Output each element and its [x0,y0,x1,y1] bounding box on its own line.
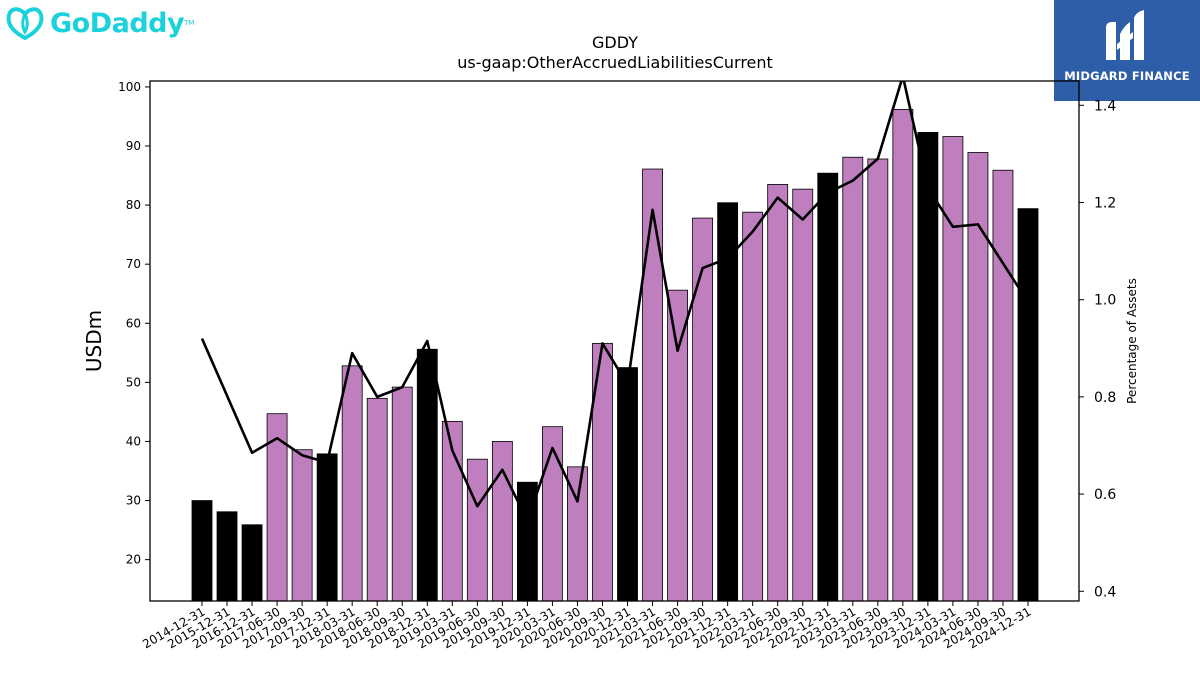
x-axis: 2014-12-312015-12-312016-12-312017-06-30… [140,601,1034,651]
y-tick-label: 50 [126,375,141,389]
line-layer [200,81,1030,523]
bar-2023-06-30 [867,158,889,602]
bar-2021-03-31 [642,168,663,602]
percentage-of-assets-line [200,81,1030,523]
y-tick-label: 80 [126,198,141,212]
y-tick-label: 60 [126,316,141,330]
bar-2022-03-31 [742,211,764,602]
bar-2017-12-31 [316,453,338,602]
bar-2020-03-31 [542,426,563,602]
bar-2019-06-30 [466,458,488,602]
godaddy-logo: GoDaddy TM [4,4,194,42]
bar-2022-09-30 [792,188,814,602]
bar-2024-06-30 [967,152,989,602]
godaddy-heart-icon [6,7,44,40]
bar-2017-09-30 [291,449,313,602]
chart-subtitle: us-gaap:OtherAccruedLiabilitiesCurrent [457,53,773,72]
midgard-finance-wordmark: MIDGARD FINANCE [1064,69,1190,83]
bar-2023-09-30 [892,108,914,602]
y-tick-label: 30 [126,494,141,508]
bar-2018-03-31 [341,365,363,602]
y-tick-label: 20 [126,553,141,567]
bar-2018-12-31 [416,348,438,602]
y-tick-label: 90 [126,139,141,153]
y2-axis-label: Percentage of Assets [1125,278,1139,404]
chart-title: GDDY [592,33,638,52]
y2-tick-label: 0.8 [1094,390,1116,406]
bar-2019-09-30 [491,441,513,602]
y2-tick-label: 1.2 [1094,195,1116,211]
bar-2024-12-31 [1017,208,1039,602]
y-axis-label: USDm [82,310,106,372]
bar-2016-12-31 [241,524,263,602]
bar-2021-09-30 [692,217,714,602]
godaddy-wordmark: GoDaddy [50,7,185,39]
midgard-emblem-icon [1106,10,1144,60]
bar-2023-12-31 [917,132,939,602]
bar-2018-06-30 [366,397,388,602]
bar-2014-12-31 [191,500,213,602]
bar-2015-12-31 [216,511,238,602]
y-tick-label: 40 [126,434,141,448]
plot-frame [149,80,1080,602]
y2-tick-label: 1.4 [1094,98,1116,114]
bars-layer [191,108,1039,602]
y-axis-left: 20 30 40 50 60 70 80 90 100 [118,80,150,567]
bar-2020-12-31 [617,367,638,602]
bar-2022-12-31 [817,172,839,602]
y-tick-label: 100 [118,80,141,94]
y2-tick-label: 1.0 [1094,293,1116,309]
bar-2024-03-31 [942,136,964,602]
midgard-finance-logo: MIDGARD FINANCE [1054,0,1200,101]
bar-2021-06-30 [667,289,688,602]
bar-2018-09-30 [391,386,413,602]
y2-tick-label: 0.6 [1094,487,1116,503]
y2-tick-label: 0.4 [1094,584,1116,600]
y-tick-label: 70 [126,257,141,271]
bar-2022-06-30 [767,184,789,602]
bar-2024-09-30 [992,169,1014,602]
bar-2023-03-31 [842,156,864,602]
trademark-mark: TM [184,19,195,27]
y-axis-right: 0.4 0.6 0.8 1.0 1.2 1.4 [1079,98,1116,600]
